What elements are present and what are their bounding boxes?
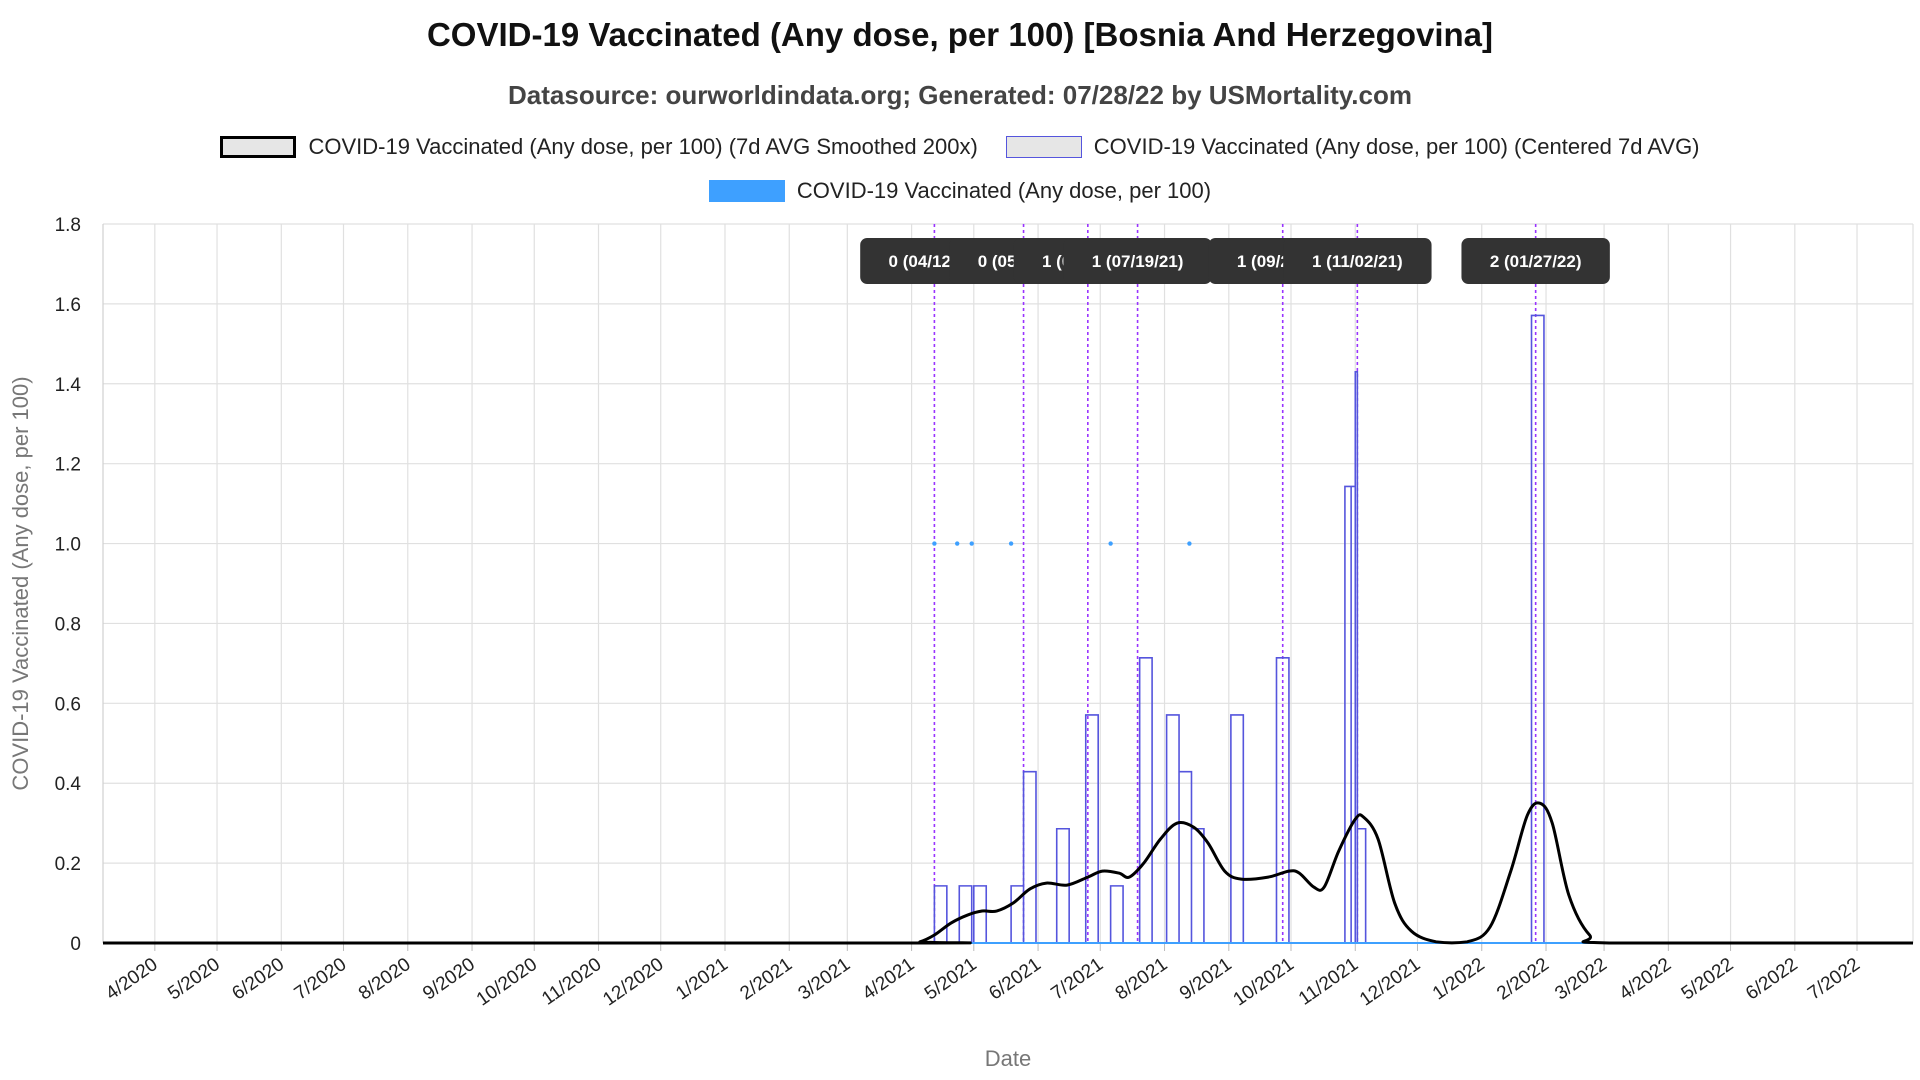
x-tick-label: 2/2021 — [736, 954, 796, 1005]
y-tick-label: 0.6 — [55, 694, 81, 715]
annotation-tag: 2 (01/27/22) — [1461, 238, 1610, 284]
x-tick-label: 11/2021 — [1295, 954, 1362, 1010]
legend-label-raw: COVID-19 Vaccinated (Any dose, per 100) — [796, 178, 1212, 203]
x-tick-label: 4/2020 — [102, 954, 162, 1005]
y-tick-label: 1.0 — [55, 535, 81, 556]
y-tick-label: 0.8 — [55, 614, 81, 635]
x-tick-label: 6/2022 — [1742, 954, 1802, 1005]
series-layer — [102, 314, 1913, 945]
legend-swatch-centered — [1005, 136, 1082, 158]
series-point-raw — [955, 541, 960, 546]
legend-swatch-raw — [708, 180, 785, 202]
x-tick-label: 6/2021 — [985, 954, 1045, 1005]
x-tick-label: 7/2020 — [291, 954, 351, 1005]
x-tick-label: 4/2022 — [1616, 954, 1676, 1005]
x-tick-label: 6/2020 — [229, 954, 289, 1005]
annotation-tag-bg — [1063, 238, 1212, 284]
x-axis-title: Date — [985, 1046, 1031, 1071]
annotation-tag-bg — [1283, 238, 1432, 284]
grid-layer — [102, 223, 1914, 951]
y-tick-label: 0 — [70, 934, 81, 955]
x-tick-label: 3/2022 — [1551, 954, 1611, 1005]
y-tick-label: 1.8 — [55, 215, 81, 236]
y-tick-label: 0.2 — [55, 854, 81, 875]
x-tick-label: 5/2021 — [921, 954, 981, 1005]
x-tick-label: 7/2021 — [1047, 954, 1107, 1005]
x-tick-label: 5/2020 — [164, 954, 224, 1005]
y-tick-label: 0.4 — [55, 774, 82, 795]
annotation-tag-bg — [1461, 238, 1610, 284]
x-tick-label: 9/2020 — [419, 954, 479, 1005]
legend-swatch-smoothed — [220, 136, 297, 158]
x-tick-label: 12/2021 — [1356, 954, 1424, 1011]
annotation-tag-label: 1 (07/19/21) — [1092, 252, 1184, 271]
legend-item-raw[interactable]: COVID-19 Vaccinated (Any dose, per 100) — [708, 178, 1212, 204]
x-tick-label: 7/2022 — [1804, 954, 1864, 1005]
chart-title: COVID-19 Vaccinated (Any dose, per 100) … — [426, 16, 1494, 53]
y-axis-title: COVID-19 Vaccinated (Any dose, per 100) — [8, 376, 33, 790]
x-tick-label: 2/2022 — [1493, 954, 1553, 1005]
x-tick-label: 4/2021 — [859, 954, 919, 1005]
series-point-raw — [932, 541, 937, 546]
series-point-raw — [1008, 541, 1014, 546]
annotation-tag-label: 2 (01/27/22) — [1490, 252, 1582, 271]
y-tick-label: 1.4 — [55, 375, 82, 396]
series-line-smoothed — [102, 801, 1913, 945]
chart-subtitle: Datasource: ourworldindata.org; Generate… — [508, 80, 1412, 110]
y-tick-label: 1.6 — [55, 295, 81, 316]
legend-item-smoothed[interactable]: COVID-19 Vaccinated (Any dose, per 100) … — [220, 134, 978, 160]
series-point-raw — [1187, 541, 1192, 546]
y-tick-labels: 0 0.2 0.4 0.6 0.8 1.0 1.2 1.4 1.6 1.8 — [55, 215, 82, 955]
x-tick-label: 1/2022 — [1429, 954, 1489, 1005]
x-tick-label: 1/2021 — [672, 954, 732, 1005]
x-tick-label: 11/2020 — [538, 954, 605, 1010]
legend-row-1: COVID-19 Vaccinated (Any dose, per 100) … — [0, 134, 1920, 160]
x-tick-label: 12/2020 — [599, 954, 667, 1011]
legend-label-smoothed: COVID-19 Vaccinated (Any dose, per 100) … — [308, 134, 978, 159]
annotation-tag: 1 (07/19/21) — [1063, 238, 1212, 284]
x-tick-label: 9/2021 — [1176, 954, 1236, 1005]
y-tick-label: 1.2 — [55, 455, 81, 476]
series-line-centered — [103, 314, 1913, 944]
annotation-tags: 0 (04/12/21)0 (05/25/21)1 (06/25/21)1 (0… — [860, 238, 1610, 284]
legend-item-centered[interactable]: COVID-19 Vaccinated (Any dose, per 100) … — [1005, 134, 1700, 160]
annotation-tag-label: 1 (11/02/21) — [1312, 252, 1403, 271]
x-tick-label: 5/2022 — [1678, 954, 1738, 1005]
x-tick-label: 10/2020 — [473, 954, 541, 1011]
series-point-raw — [1108, 541, 1113, 546]
series-point-raw — [969, 541, 974, 546]
annotation-lines — [933, 224, 1537, 943]
x-tick-label: 10/2021 — [1230, 954, 1298, 1011]
x-tick-labels: 4/2020 5/2020 6/2020 7/2020 8/2020 9/202010/2… — [102, 954, 1864, 1011]
legend-label-centered: COVID-19 Vaccinated (Any dose, per 100) … — [1093, 134, 1700, 159]
annotation-tag: 1 (11/02/21) — [1283, 238, 1432, 284]
x-tick-label: 8/2021 — [1112, 954, 1172, 1005]
x-tick-label: 3/2021 — [795, 954, 855, 1005]
x-tick-label: 8/2020 — [355, 954, 415, 1005]
legend-row-2: COVID-19 Vaccinated (Any dose, per 100) — [0, 178, 1920, 204]
